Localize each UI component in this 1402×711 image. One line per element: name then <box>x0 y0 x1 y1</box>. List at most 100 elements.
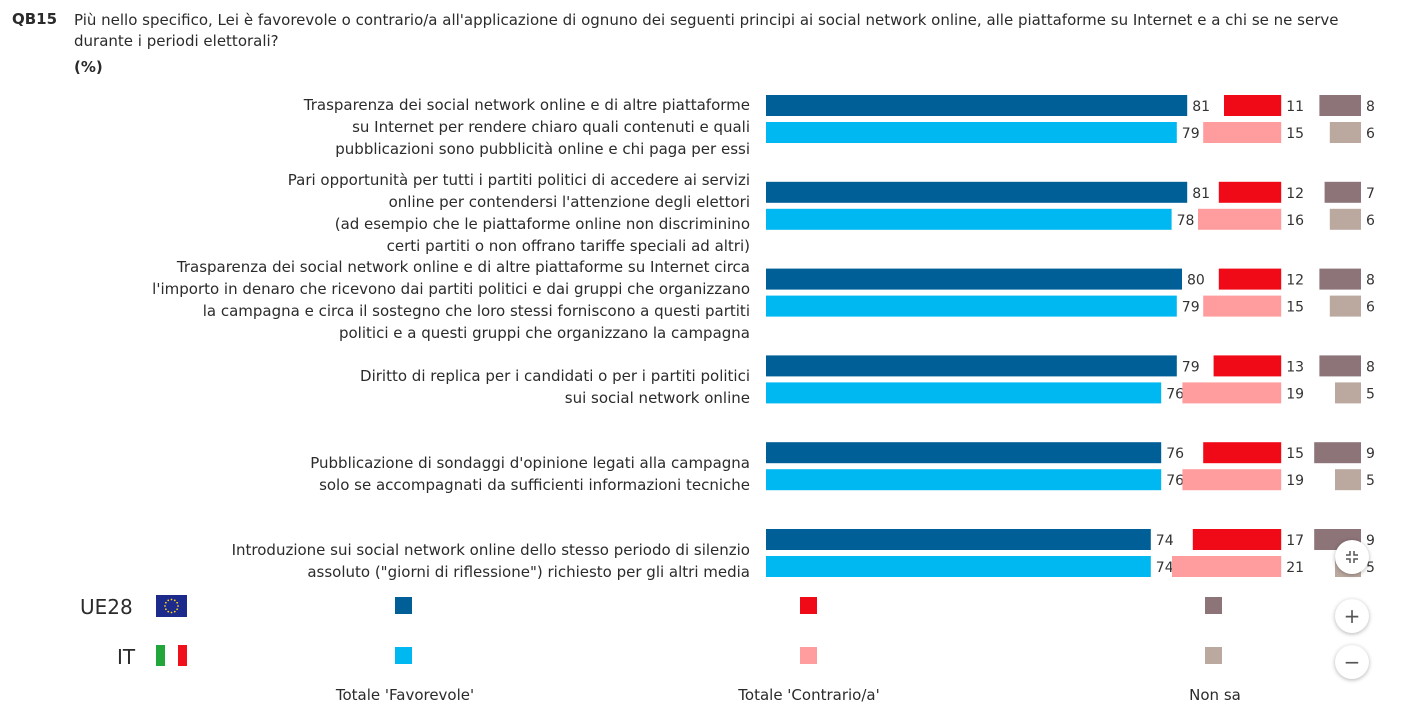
category-label: Trasparenza dei social network online e … <box>152 256 750 344</box>
value-favorevole: 80 <box>1187 273 1205 289</box>
value-nonsa: 6 <box>1366 126 1375 142</box>
bar-favorevole-it <box>766 556 1151 577</box>
value-favorevole: 78 <box>1177 213 1195 229</box>
category-label-line: su Internet per rendere chiaro quali con… <box>352 117 750 136</box>
bar-favorevole-ue28 <box>766 95 1188 116</box>
value-contrario: 19 <box>1286 386 1304 402</box>
bar-nonsa-it <box>1335 469 1361 491</box>
value-contrario: 11 <box>1286 99 1304 115</box>
bar-favorevole-ue28 <box>766 529 1151 550</box>
value-nonsa: 6 <box>1366 213 1375 229</box>
legend-it-label: IT <box>117 645 136 669</box>
bar-contrario-it <box>1198 208 1282 230</box>
value-favorevole: 81 <box>1192 99 1210 115</box>
unit-label: (%) <box>74 58 103 76</box>
zoom-out-button[interactable]: − <box>1335 645 1369 679</box>
category-label-line: la campagna e circa il sostegno che loro… <box>202 302 750 321</box>
eu-flag-icon <box>156 595 187 617</box>
bar-nonsa-it <box>1329 208 1361 230</box>
bar-contrario-it <box>1203 295 1282 317</box>
legend-swatch-it-favorevole <box>395 647 412 664</box>
value-favorevole: 74 <box>1156 533 1174 549</box>
category-label-line: Trasparenza dei social network online e … <box>303 95 750 114</box>
value-nonsa: 5 <box>1366 560 1375 576</box>
category-label-line: l'importo in denaro che ricevono dai par… <box>152 280 750 299</box>
category-label-line: online per contendersi l'attenzione degl… <box>388 193 750 212</box>
bar-contrario-ue28 <box>1224 95 1282 116</box>
category-label: Diritto di replica per i candidati o per… <box>360 365 750 409</box>
bar-contrario-it <box>1182 469 1282 491</box>
category-label-line: sui social network online <box>564 388 750 407</box>
category-label-line: Trasparenza dei social network online e … <box>176 258 750 277</box>
value-contrario: 16 <box>1286 213 1304 229</box>
category-label-line: solo se accompagnati da sufficienti info… <box>319 475 750 494</box>
bar-nonsa-ue28 <box>1314 442 1361 464</box>
collapse-icon[interactable] <box>1335 540 1369 574</box>
bar-nonsa-ue28 <box>1319 355 1361 377</box>
value-nonsa: 8 <box>1366 359 1375 375</box>
bar-favorevole-it <box>766 295 1177 317</box>
value-nonsa: 7 <box>1366 186 1375 202</box>
bar-nonsa-it <box>1329 122 1361 143</box>
legend-swatch-ue28-favorevole <box>395 597 412 614</box>
bar-contrario-it <box>1182 382 1282 404</box>
bar-nonsa-it <box>1335 382 1361 404</box>
value-favorevole: 74 <box>1156 560 1174 576</box>
bar-favorevole-ue28 <box>766 442 1162 464</box>
value-favorevole: 79 <box>1182 126 1200 142</box>
value-contrario: 19 <box>1286 473 1304 489</box>
category-label: Introduzione sui social network online d… <box>232 539 750 583</box>
bar-favorevole-ue28 <box>766 181 1188 203</box>
bar-nonsa-ue28 <box>1319 95 1361 116</box>
bar-favorevole-it <box>766 382 1162 404</box>
category-label-line: politici e a questi gruppi che organizza… <box>338 324 750 343</box>
bar-nonsa-it <box>1329 295 1361 317</box>
value-nonsa: 9 <box>1366 446 1375 462</box>
category-label-line: pubblicazioni sono pubblicità online e c… <box>335 139 750 158</box>
category-label-line: assoluto ("giorni di riflessione") richi… <box>307 562 750 581</box>
value-contrario: 15 <box>1286 300 1304 316</box>
value-nonsa: 5 <box>1366 386 1375 402</box>
category-label-line: (ad esempio che le piattaforme online no… <box>334 215 750 234</box>
bar-nonsa-ue28 <box>1319 268 1361 290</box>
zoom-in-button[interactable]: + <box>1335 599 1369 633</box>
value-contrario: 15 <box>1286 126 1304 142</box>
category-label-line: certi partiti o non offrano tariffe spec… <box>386 237 750 256</box>
value-contrario: 17 <box>1286 533 1304 549</box>
category-label: Pari opportunità per tutti i partiti pol… <box>288 169 750 257</box>
legend-swatch-it-nonsa <box>1205 647 1222 664</box>
bar-contrario-ue28 <box>1213 355 1282 377</box>
bar-contrario-ue28 <box>1203 442 1282 464</box>
value-favorevole: 76 <box>1166 473 1184 489</box>
value-contrario: 12 <box>1286 273 1304 289</box>
value-nonsa: 9 <box>1366 533 1375 549</box>
legend-swatch-ue28-contrario <box>800 597 817 614</box>
bar-contrario-ue28 <box>1192 529 1282 550</box>
bar-nonsa-ue28 <box>1324 181 1361 203</box>
value-nonsa: 5 <box>1366 473 1375 489</box>
legend-contrario-label: Totale 'Contrario/a' <box>738 686 880 704</box>
value-favorevole: 79 <box>1182 359 1200 375</box>
question-text: Più nello specifico, Lei è favorevole o … <box>74 11 1339 50</box>
value-favorevole: 76 <box>1166 446 1184 462</box>
legend-swatch-ue28-nonsa <box>1205 597 1222 614</box>
value-nonsa: 8 <box>1366 273 1375 289</box>
question-code: QB15 <box>12 10 58 28</box>
category-label-line: Introduzione sui social network online d… <box>231 540 750 559</box>
value-favorevole: 81 <box>1192 186 1210 202</box>
bar-favorevole-it <box>766 122 1177 143</box>
value-favorevole: 76 <box>1166 386 1184 402</box>
legend-ue28-label: UE28 <box>80 595 133 619</box>
value-contrario: 21 <box>1286 560 1304 576</box>
category-label: Trasparenza dei social network online e … <box>304 94 750 160</box>
bar-favorevole-it <box>766 208 1172 230</box>
category-label-line: Diritto di replica per i candidati o per… <box>360 366 750 385</box>
legend-nonsa-label: Non sa <box>1189 686 1241 704</box>
category-label: Pubblicazione di sondaggi d'opinione leg… <box>310 452 750 496</box>
value-nonsa: 6 <box>1366 300 1375 316</box>
value-contrario: 13 <box>1286 359 1304 375</box>
bar-favorevole-ue28 <box>766 268 1182 290</box>
bar-contrario-it <box>1172 556 1282 577</box>
bar-contrario-ue28 <box>1218 181 1282 203</box>
